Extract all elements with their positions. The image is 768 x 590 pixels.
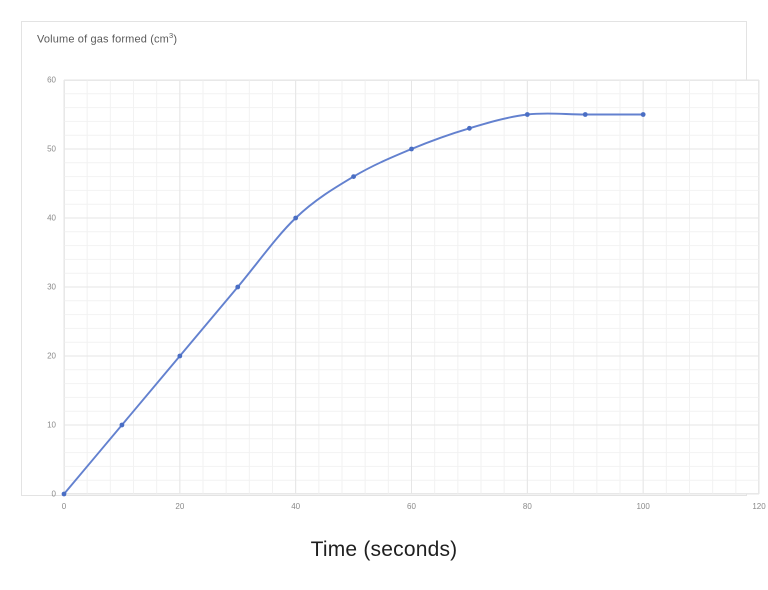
y-axis-tick: 60 xyxy=(47,75,56,85)
chart-title-text: Volume of gas formed (cm xyxy=(37,33,169,46)
x-axis-tick: 40 xyxy=(291,502,301,511)
y-axis-tick: 10 xyxy=(47,420,56,430)
y-axis-tick: 50 xyxy=(47,144,56,154)
x-axis-tick: 100 xyxy=(636,502,650,511)
data-series-line xyxy=(61,112,646,497)
chart-title-superscript: 3 xyxy=(169,31,174,40)
x-axis-tick: 60 xyxy=(407,502,416,511)
x-axis-tick: 0 xyxy=(61,502,67,511)
y-axis-tick: 40 xyxy=(47,213,56,223)
chart-title: Volume of gas formed (cm3) xyxy=(37,31,177,46)
x-axis-title: Time (seconds) xyxy=(310,538,458,561)
chart-container: Volume of gas formed (cm3) 0 10 20 30 40 50 60… xyxy=(21,21,766,511)
x-axis-tick: 120 xyxy=(752,502,766,511)
x-axis-tick: 20 xyxy=(175,502,185,511)
y-axis-tick: 30 xyxy=(47,282,56,292)
y-axis-tick: 0 xyxy=(51,489,56,499)
grid-lines xyxy=(63,79,760,495)
chart-title-tail: ) xyxy=(173,33,178,46)
y-axis-tick: 20 xyxy=(47,351,56,361)
x-axis-tick: 80 xyxy=(522,502,532,511)
plot-area xyxy=(61,79,760,497)
